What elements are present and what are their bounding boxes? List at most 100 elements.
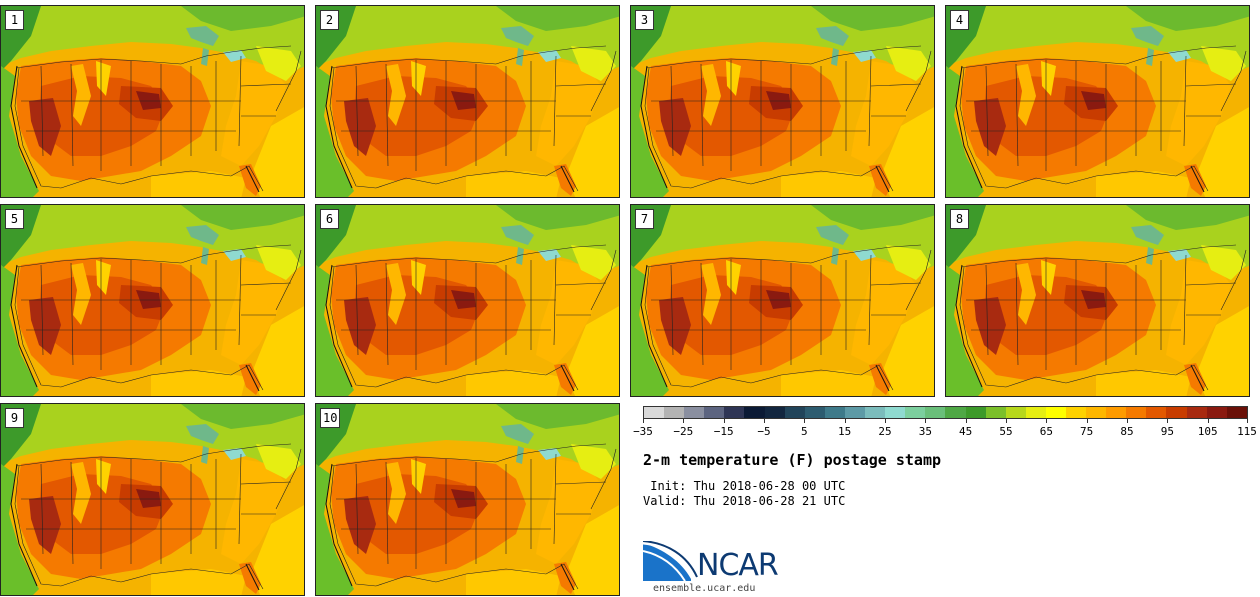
- temperature-map: [946, 205, 1249, 396]
- colorbar-tick: [1247, 419, 1248, 423]
- chart-title: 2-m temperature (F) postage stamp: [643, 451, 942, 469]
- temperature-map: [631, 6, 934, 197]
- colorbar-segment: [844, 407, 866, 418]
- colorbar-segment: [1065, 407, 1087, 418]
- member-number: 2: [320, 10, 339, 30]
- colorbar-segment: [784, 407, 805, 418]
- colorbar-segment: [865, 407, 886, 418]
- member-number: 1: [5, 10, 24, 30]
- member-number: 6: [320, 209, 339, 229]
- member-map-5[interactable]: 5: [0, 204, 305, 397]
- colorbar-segment: [804, 407, 825, 418]
- colorbar-segment: [965, 407, 986, 418]
- colorbar-segment: [1005, 407, 1026, 418]
- colorbar-segment: [985, 407, 1006, 418]
- colorbar-tick-label: 115: [1237, 425, 1257, 438]
- ncar-logo-text: NCAR: [697, 548, 779, 583]
- colorbar-tick-label: 65: [1039, 425, 1053, 438]
- colorbar-ticks: −35 −25 −15 −5 5 15 25 35 45 55 65 75 85 95 105 115: [633, 419, 1257, 439]
- colorbar-segment: [945, 407, 966, 418]
- member-map-3[interactable]: 3: [630, 5, 935, 198]
- colorbar-segment: [664, 407, 685, 418]
- member-number: 4: [950, 10, 969, 30]
- member-map-10[interactable]: 10: [315, 403, 620, 596]
- colorbar-tick-label: 95: [1160, 425, 1174, 438]
- temperature-colorbar: [643, 406, 1248, 419]
- member-map-7[interactable]: 7: [630, 204, 935, 397]
- member-number: 3: [635, 10, 654, 30]
- colorbar-segment: [1086, 407, 1107, 418]
- colorbar-segment: [724, 407, 745, 418]
- colorbar-tick: [643, 419, 644, 423]
- colorbar-segment: [1126, 407, 1147, 418]
- colorbar-segment: [925, 407, 946, 418]
- member-number: 7: [635, 209, 654, 229]
- site-url[interactable]: ensemble.ucar.edu: [653, 583, 756, 594]
- colorbar-tick-label: 25: [878, 425, 892, 438]
- colorbar-tick-label: 55: [999, 425, 1013, 438]
- init-time: Init: Thu 2018-06-28 00 UTC: [643, 479, 846, 493]
- colorbar-segment: [824, 407, 845, 418]
- colorbar-tick: [804, 419, 806, 423]
- temperature-map: [631, 205, 934, 396]
- member-map-2[interactable]: 2: [315, 5, 620, 198]
- colorbar-tick-label: −5: [757, 425, 771, 438]
- colorbar-segment: [644, 407, 665, 418]
- colorbar-segment: [1166, 407, 1187, 418]
- member-number: 8: [950, 209, 969, 229]
- colorbar-tick: [764, 419, 765, 423]
- colorbar-tick: [844, 419, 846, 423]
- colorbar-tick-label: 105: [1197, 425, 1218, 438]
- colorbar-tick-label: −15: [713, 425, 734, 438]
- temperature-map: [316, 205, 619, 396]
- temperature-map: [1, 205, 304, 396]
- member-map-4[interactable]: 4: [945, 5, 1250, 198]
- member-map-1[interactable]: 1: [0, 5, 305, 198]
- member-number: 5: [5, 209, 24, 229]
- member-map-9[interactable]: 9: [0, 403, 305, 596]
- colorbar-tick: [1207, 419, 1209, 423]
- colorbar-tick: [1086, 419, 1088, 423]
- colorbar-segment: [764, 407, 785, 418]
- colorbar-tick-label: 35: [918, 425, 932, 438]
- temperature-map: [946, 6, 1249, 197]
- temperature-map: [316, 6, 619, 197]
- colorbar-segment: [1186, 407, 1207, 418]
- colorbar-tick-label: −25: [673, 425, 694, 438]
- colorbar-tick: [925, 419, 927, 423]
- member-number: 9: [5, 408, 24, 428]
- colorbar-tick: [1127, 419, 1128, 423]
- member-map-6[interactable]: 6: [315, 204, 620, 397]
- colorbar-segment: [885, 407, 906, 418]
- colorbar-tick-label: 15: [838, 425, 852, 438]
- colorbar-tick-label: 5: [801, 425, 808, 438]
- ncar-logo-icon: [643, 541, 698, 582]
- colorbar-segment: [1106, 407, 1127, 418]
- colorbar-segment: [1045, 407, 1066, 418]
- colorbar-tick: [1006, 419, 1007, 423]
- colorbar-tick: [965, 419, 967, 423]
- colorbar-segment: [905, 407, 926, 418]
- colorbar-tick-label: 75: [1080, 425, 1094, 438]
- valid-time: Valid: Thu 2018-06-28 21 UTC: [643, 494, 846, 508]
- temperature-map: [316, 404, 619, 595]
- colorbar-tick: [1046, 419, 1048, 423]
- colorbar-tick-label: 45: [959, 425, 973, 438]
- colorbar-tick: [723, 419, 725, 423]
- colorbar-segment: [684, 407, 705, 418]
- colorbar-tick-label: 85: [1120, 425, 1134, 438]
- member-number: 10: [320, 408, 341, 428]
- colorbar-segment: [1226, 407, 1247, 418]
- colorbar-segment: [744, 407, 765, 418]
- colorbar-tick: [1167, 419, 1169, 423]
- colorbar-segment: [1206, 407, 1227, 418]
- temperature-map: [1, 404, 304, 595]
- colorbar-segment: [704, 407, 725, 418]
- colorbar-segment: [1146, 407, 1167, 418]
- colorbar-tick: [683, 419, 685, 423]
- colorbar-tick-label: −35: [633, 425, 653, 438]
- colorbar-tick: [885, 419, 886, 423]
- colorbar-segment: [1025, 407, 1046, 418]
- member-map-8[interactable]: 8: [945, 204, 1250, 397]
- temperature-map: [1, 6, 304, 197]
